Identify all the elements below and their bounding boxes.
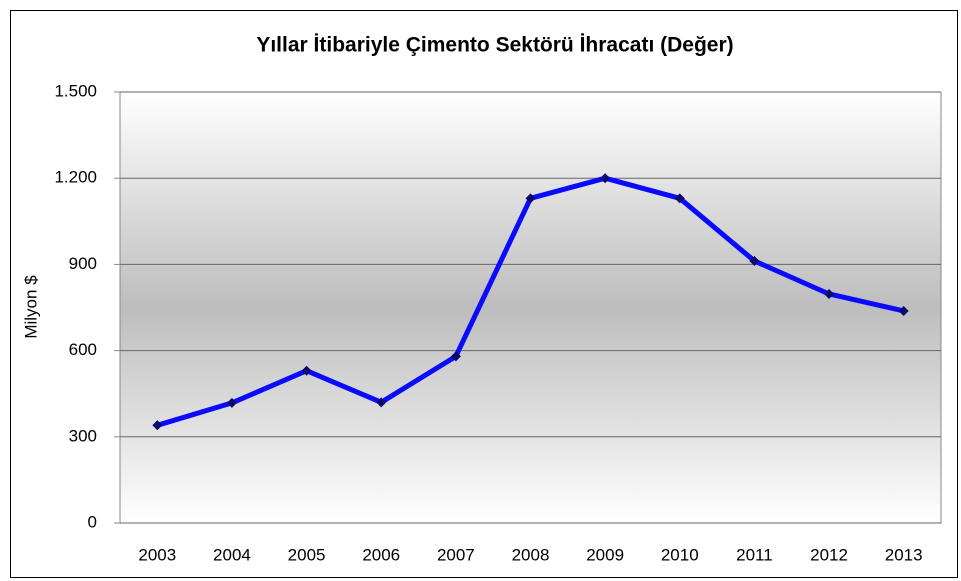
data-marker [600, 173, 611, 184]
y-tick-label: 0 [88, 512, 97, 531]
data-marker [525, 193, 536, 204]
y-tick-label: 900 [69, 254, 97, 273]
x-tick-label: 2008 [512, 545, 550, 564]
x-tick-label: 2009 [586, 545, 624, 564]
chart-title: Yıllar İtibariyle Çimento Sektörü İhraca… [256, 34, 733, 57]
y-tick-label: 1.500 [54, 81, 97, 100]
y-tick-label: 600 [69, 340, 97, 359]
x-tick-label: 2012 [810, 545, 848, 564]
x-tick-label: 2003 [138, 545, 176, 564]
data-marker [226, 397, 237, 408]
x-tick-label: 2010 [661, 545, 699, 564]
data-marker [301, 365, 312, 376]
data-marker [824, 288, 835, 299]
data-marker [674, 193, 685, 204]
x-tick-label: 2013 [885, 545, 923, 564]
x-tick-label: 2005 [288, 545, 326, 564]
plot-area [119, 91, 942, 524]
y-tick-label: 300 [69, 426, 97, 445]
data-marker [898, 305, 909, 316]
y-axis-label: Milyon $ [21, 275, 40, 339]
data-marker [152, 420, 163, 431]
x-tick-label: 2007 [437, 545, 475, 564]
data-marker [376, 397, 387, 408]
y-tick-label: 1.200 [54, 168, 97, 187]
x-tick-label: 2006 [362, 545, 400, 564]
x-tick-label: 2011 [736, 545, 773, 564]
x-tick-label: 2004 [213, 545, 251, 564]
data-marker [749, 255, 760, 266]
data-marker [450, 351, 461, 362]
